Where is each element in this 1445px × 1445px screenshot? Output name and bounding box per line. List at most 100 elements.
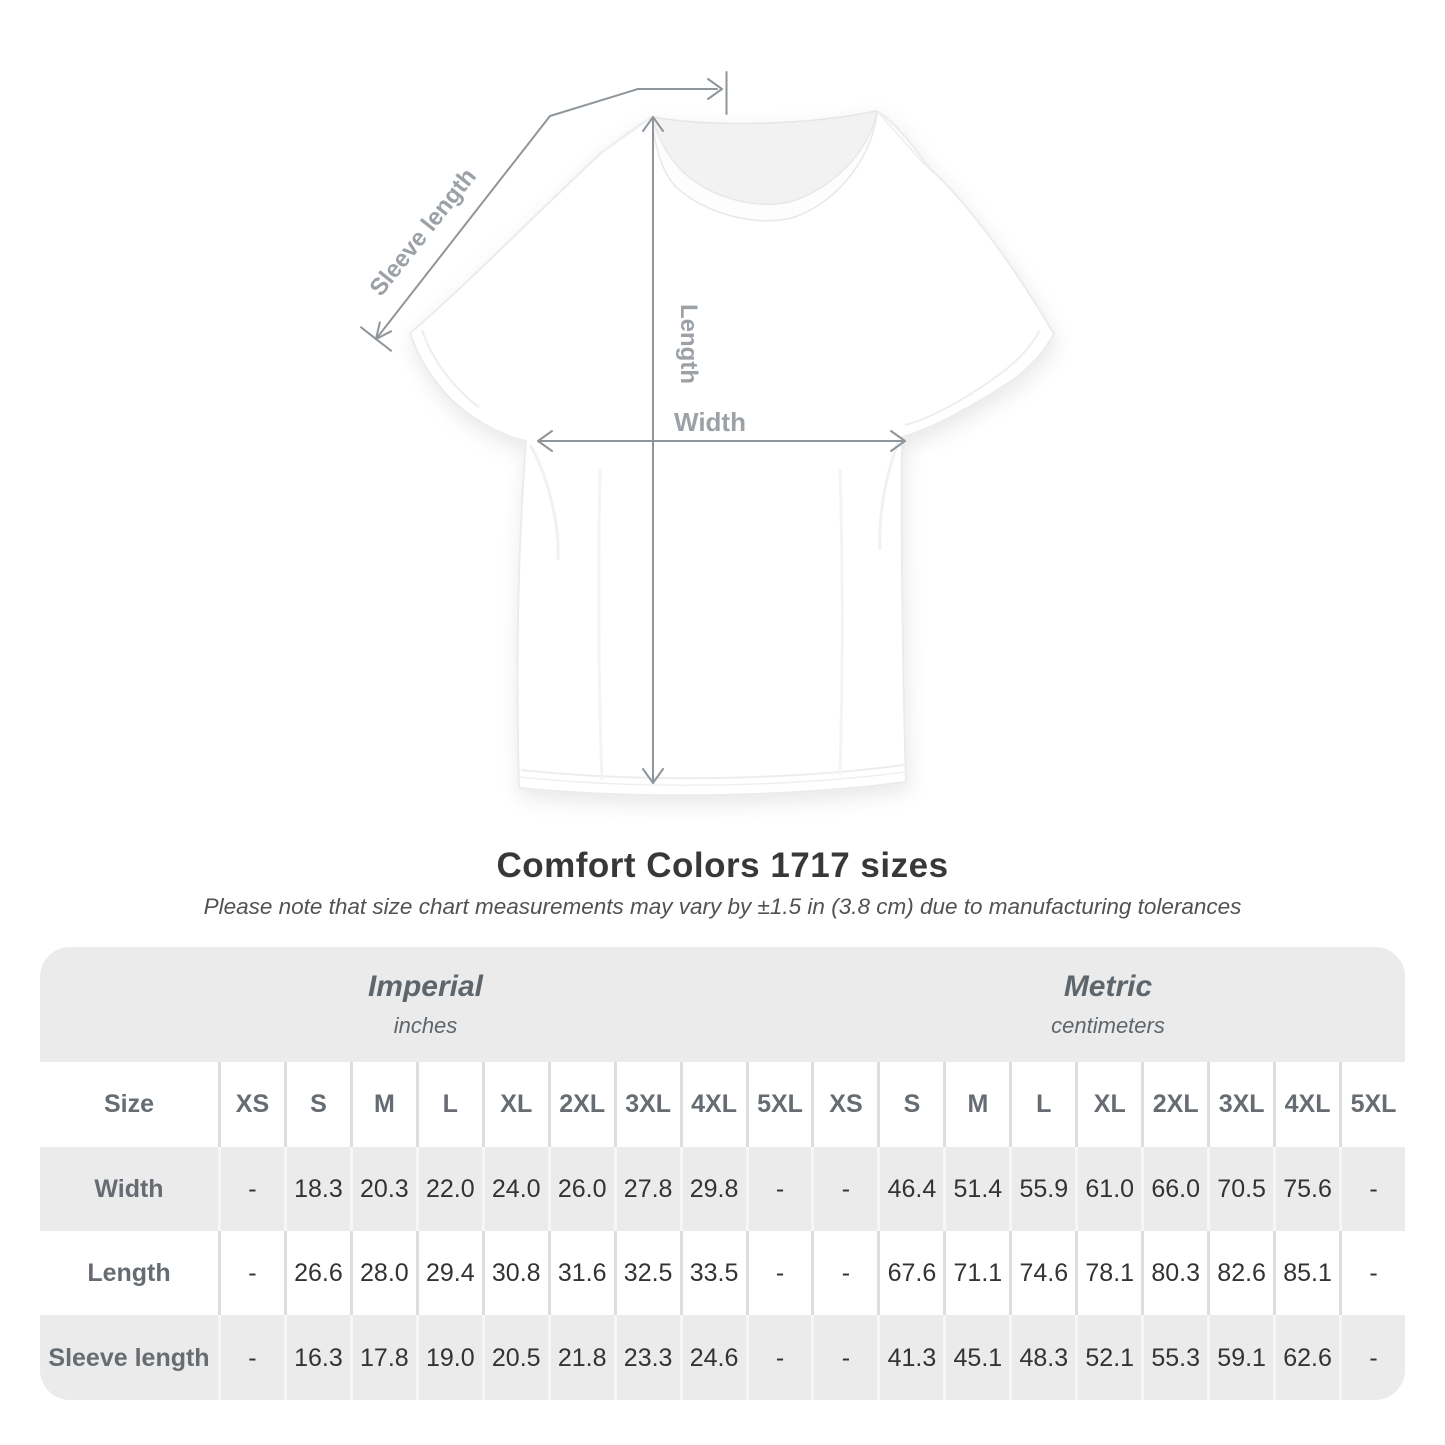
size-header-metric: 4XL <box>1273 1062 1339 1147</box>
sleeve-length-line <box>375 88 639 340</box>
size-header-metric: XS <box>811 1062 877 1147</box>
value-cell: 70.5 <box>1207 1147 1273 1231</box>
row-label: Length <box>87 1258 171 1287</box>
width-arrowhead-right <box>890 430 906 452</box>
value-cell: 19.0 <box>415 1315 482 1400</box>
bottom-hem-seam <box>520 764 905 780</box>
value-cell: 80.3 <box>1141 1231 1207 1315</box>
size-header-metric: L <box>1009 1062 1075 1147</box>
value-cell: - <box>811 1147 877 1231</box>
sleeve-length-label: Sleeve length <box>364 163 481 301</box>
size-header-metric: 5XL <box>1339 1062 1405 1147</box>
left-underarm-crease <box>528 444 560 561</box>
value-cell: 46.4 <box>877 1147 943 1231</box>
value-cell: 23.3 <box>613 1315 680 1400</box>
width-arrowhead-left <box>537 430 553 452</box>
value-cell: 45.1 <box>943 1315 1009 1400</box>
value-cell: 32.5 <box>613 1231 680 1315</box>
value-cell: 33.5 <box>679 1231 746 1315</box>
value-cell: 62.6 <box>1273 1315 1339 1400</box>
value-cell: 24.0 <box>481 1147 548 1231</box>
value-cell: 55.9 <box>1009 1147 1075 1231</box>
size-table-grid: Size XS S M L XL 2XL 3XL 4XL 5XL XS S M L XL 2XL 3XL 4XL 5… <box>40 1062 1405 1400</box>
width-label: Width <box>674 407 746 437</box>
size-header-imperial: L <box>415 1062 482 1147</box>
value-cell: 61.0 <box>1075 1147 1141 1231</box>
row-label: Width <box>94 1174 164 1203</box>
value-cell: - <box>218 1147 284 1231</box>
unit-group-name: Metric <box>1063 970 1153 1003</box>
right-sleeve-hem-seam <box>904 329 1041 426</box>
value-cell: 67.6 <box>877 1231 943 1315</box>
body-crease-right <box>838 469 844 776</box>
size-header-metric: 3XL <box>1207 1062 1273 1147</box>
value-cell: 52.1 <box>1075 1315 1141 1400</box>
value-cell: 59.1 <box>1207 1315 1273 1400</box>
value-cell: - <box>811 1231 877 1315</box>
length-arrowhead-bottom <box>642 768 664 784</box>
value-cell: 41.3 <box>877 1315 943 1400</box>
value-cell: 18.3 <box>283 1147 350 1231</box>
left-sleeve-hem-seam <box>421 329 480 408</box>
value-cell: 20.5 <box>481 1315 548 1400</box>
size-header-imperial: XL <box>481 1062 548 1147</box>
value-cell: 31.6 <box>547 1231 614 1315</box>
size-header-metric: M <box>943 1062 1009 1147</box>
size-header-imperial: 2XL <box>547 1062 614 1147</box>
left-shoulder-seam <box>603 116 653 152</box>
table-row: Width -18.3 20.3 22.0 24.0 26.0 27.8 29.8- -46.4… <box>40 1147 1405 1231</box>
value-cell: 29.8 <box>679 1147 746 1231</box>
value-cell: 20.3 <box>349 1147 416 1231</box>
value-cell: 16.3 <box>283 1315 350 1400</box>
right-underarm-crease <box>878 441 900 551</box>
table-row: Sleeve length -16.3 17.8 19.0 20.5 21.8 23.3 24… <box>40 1315 1405 1400</box>
value-cell: 21.8 <box>547 1315 614 1400</box>
value-cell: - <box>811 1315 877 1400</box>
value-cell: 26.6 <box>283 1231 350 1315</box>
value-cell: 66.0 <box>1141 1147 1207 1231</box>
unit-group-name: Imperial <box>367 970 484 1003</box>
value-cell: 55.3 <box>1141 1315 1207 1400</box>
unit-group-unit: inches <box>393 1013 458 1038</box>
page-title: Comfort Colors 1717 sizes <box>496 846 949 885</box>
value-cell: - <box>1339 1147 1405 1231</box>
row-label: Sleeve length <box>48 1343 210 1372</box>
value-cell: - <box>1339 1315 1405 1400</box>
value-cell: 30.8 <box>481 1231 548 1315</box>
value-cell: 51.4 <box>943 1147 1009 1231</box>
tshirt-image <box>409 110 1055 797</box>
value-cell: - <box>218 1315 284 1400</box>
table-row: Length -26.6 28.0 29.4 30.8 31.6 32.5 33.5- -67.… <box>40 1231 1405 1315</box>
value-cell: - <box>1339 1231 1405 1315</box>
body-crease-left <box>597 469 604 781</box>
sleeve-length-end-tick <box>360 326 392 352</box>
tolerance-note: Please note that size chart measurements… <box>203 894 1242 919</box>
value-cell: 74.6 <box>1009 1231 1075 1315</box>
value-cell: 82.6 <box>1207 1231 1273 1315</box>
value-cell: 17.8 <box>349 1315 416 1400</box>
value-cell: 24.6 <box>679 1315 746 1400</box>
value-cell: - <box>218 1231 284 1315</box>
value-cell: 78.1 <box>1075 1231 1141 1315</box>
unit-group-metric: Metric centimeters <box>811 947 1405 1062</box>
size-header-imperial: 3XL <box>613 1062 680 1147</box>
unit-group-imperial: Imperial inches <box>40 947 811 1062</box>
value-cell: - <box>745 1315 812 1400</box>
unit-band: Imperial inches Metric centimeters <box>40 947 1405 1062</box>
table-row: Size XS S M L XL 2XL 3XL 4XL 5XL XS S M L XL 2XL 3XL 4XL 5… <box>40 1062 1405 1147</box>
value-cell: 26.0 <box>547 1147 614 1231</box>
size-column-header: Size <box>103 1090 155 1118</box>
tshirt-body-shape <box>409 110 1055 797</box>
size-header-imperial: 4XL <box>679 1062 746 1147</box>
value-cell: 29.4 <box>415 1231 482 1315</box>
size-header-imperial: 5XL <box>745 1062 812 1147</box>
value-cell: 71.1 <box>943 1231 1009 1315</box>
value-cell: 85.1 <box>1273 1231 1339 1315</box>
top-extension-arrowhead <box>707 78 723 100</box>
size-header-imperial: XS <box>218 1062 284 1147</box>
dimension-lines <box>360 71 906 784</box>
size-header-metric: S <box>877 1062 943 1147</box>
size-header-metric: 2XL <box>1141 1062 1207 1147</box>
value-cell: 27.8 <box>613 1147 680 1231</box>
unit-group-unit: centimeters <box>1051 1013 1165 1038</box>
